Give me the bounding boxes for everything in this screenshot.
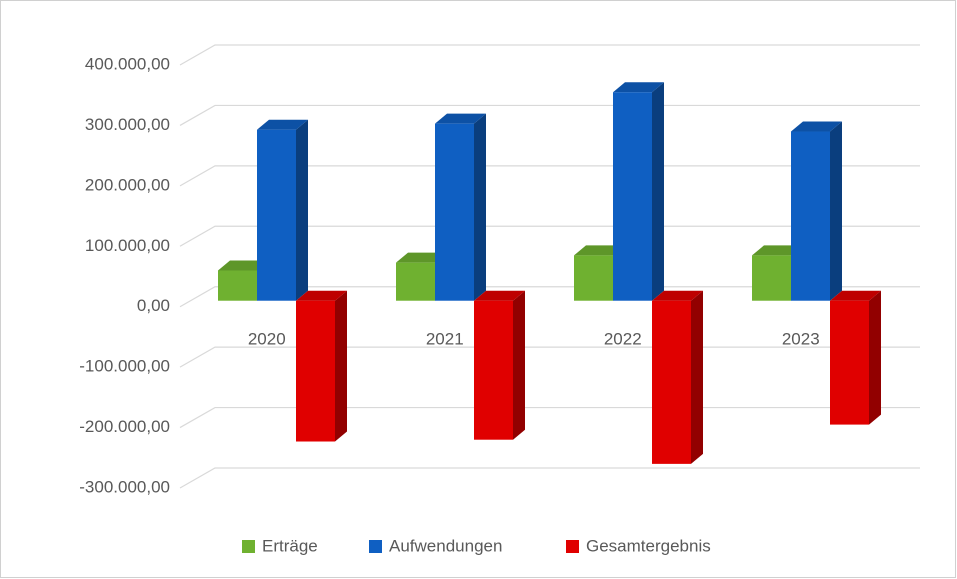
- bar-face: [474, 290, 525, 301]
- y-tick-label: 100.000,00: [85, 236, 170, 255]
- bar-face: [869, 290, 881, 425]
- bar-face: [791, 131, 830, 301]
- bar-face: [296, 300, 335, 442]
- bar: [474, 290, 525, 440]
- bar-face: [752, 255, 791, 301]
- bar-face: [574, 255, 613, 301]
- bar-face: [335, 290, 347, 442]
- grid-line: [179, 44, 920, 66]
- bar-face: [513, 290, 525, 440]
- bar-face: [830, 290, 881, 301]
- bar: [613, 82, 664, 301]
- bar-face: [691, 290, 703, 464]
- grid-line: [179, 225, 920, 247]
- bar: [830, 290, 881, 425]
- grid-line: [179, 104, 920, 126]
- bar-face: [435, 113, 486, 124]
- y-tick-label: 200.000,00: [85, 175, 170, 194]
- bar: [791, 121, 842, 301]
- bar-face: [652, 300, 691, 464]
- grid-line: [179, 467, 920, 489]
- y-tick-label: 300.000,00: [85, 115, 170, 134]
- legend-label: Aufwendungen: [389, 536, 502, 555]
- x-tick-label: 2022: [604, 329, 642, 348]
- bar-face: [652, 290, 703, 301]
- bar-face: [396, 262, 435, 301]
- legend-label: Gesamtergebnis: [586, 536, 711, 555]
- bar-face: [574, 245, 625, 256]
- bar: [652, 290, 703, 464]
- bar-face: [791, 121, 842, 132]
- grid-line: [179, 286, 920, 308]
- bar-face: [257, 119, 308, 130]
- bar-face: [218, 270, 257, 301]
- x-tick-label: 2021: [426, 329, 464, 348]
- x-tick-label: 2023: [782, 329, 820, 348]
- bar: [296, 290, 347, 442]
- y-tick-label: 400.000,00: [85, 54, 170, 73]
- bar-face: [830, 300, 869, 425]
- bar-face: [257, 129, 296, 301]
- bar-face: [652, 82, 664, 301]
- legend-swatch: [369, 540, 382, 553]
- bar-face: [474, 300, 513, 440]
- bar-face: [396, 252, 447, 263]
- y-tick-label: 0,00: [137, 296, 170, 315]
- bar-face: [830, 121, 842, 301]
- bar-face: [474, 113, 486, 301]
- bar-face: [296, 119, 308, 301]
- legend-swatch: [242, 540, 255, 553]
- bar-face: [296, 290, 347, 301]
- y-tick-label: -300.000,00: [79, 477, 170, 496]
- legend-label: Erträge: [262, 536, 318, 555]
- y-tick-label: -100.000,00: [79, 357, 170, 376]
- x-tick-label: 2020: [248, 329, 286, 348]
- bar-face: [613, 92, 652, 301]
- bar: [257, 119, 308, 301]
- bar-face: [435, 123, 474, 301]
- grid-line: [179, 165, 920, 187]
- bar-face: [752, 245, 803, 256]
- bar-face: [613, 82, 664, 93]
- y-tick-label: -200.000,00: [79, 417, 170, 436]
- bar: [435, 113, 486, 301]
- legend-swatch: [566, 540, 579, 553]
- bar-face: [218, 260, 269, 271]
